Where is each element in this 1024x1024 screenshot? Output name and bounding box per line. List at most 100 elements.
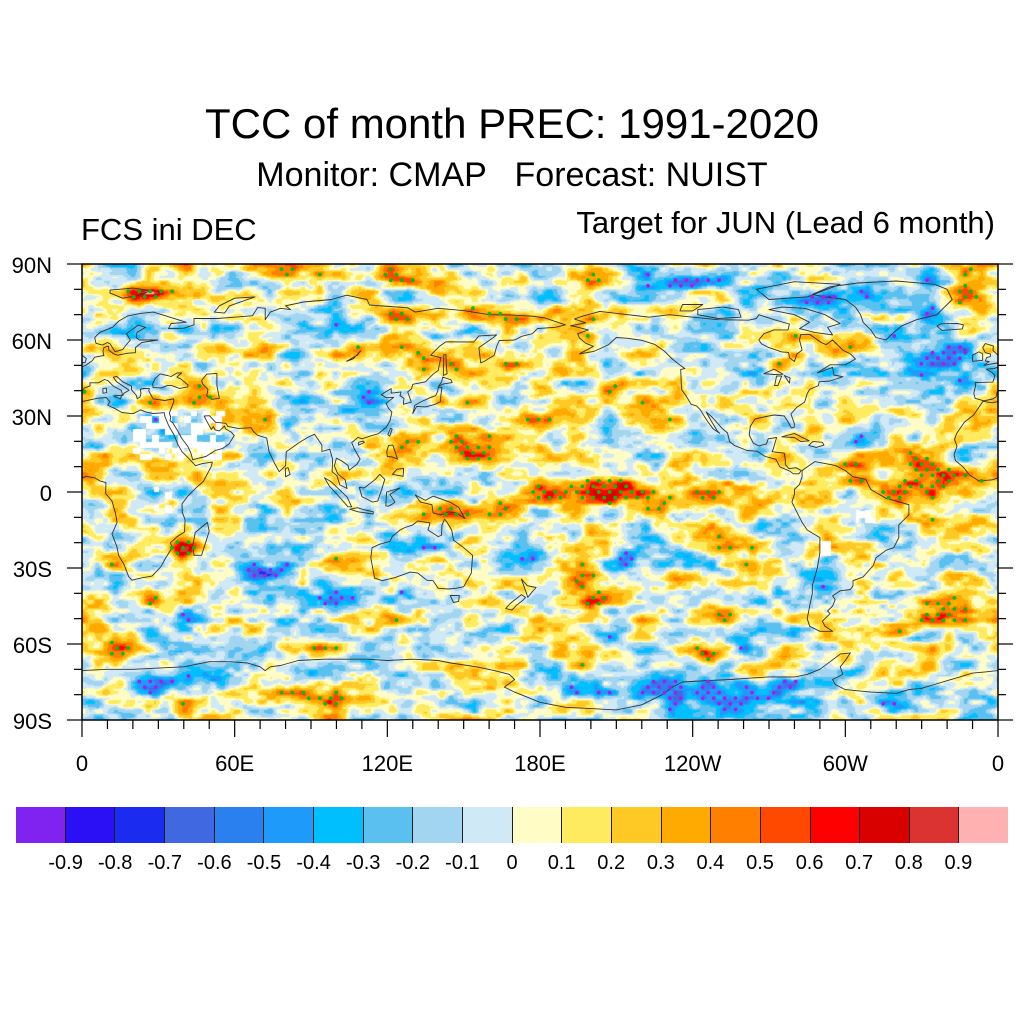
stipple-dot-positive (82, 389, 87, 394)
coastline-java (349, 507, 374, 515)
stipple-dot-positive (159, 289, 164, 294)
stipple-dot-positive (449, 506, 453, 511)
stipple-dot-positive (957, 289, 962, 294)
stipple-dot-positive (110, 651, 114, 656)
stipple-dot-negative (252, 573, 256, 578)
stipple-dot-negative (930, 306, 935, 310)
stipple-dot-positive (892, 490, 897, 494)
stipple-dot-positive (153, 295, 158, 299)
stipple-dot-positive (596, 479, 601, 483)
stipple-dot-negative (821, 584, 825, 589)
stipple-dot-positive (963, 295, 968, 299)
stipple-dot-positive (711, 651, 716, 656)
stipple-dot-negative (864, 295, 869, 299)
stipple-dot-positive (646, 495, 650, 500)
stipple-dot-positive (547, 495, 552, 500)
y-tick-label: 90S (12, 708, 52, 734)
coastline-novaya-zemlya (213, 296, 256, 314)
stipple-dot-positive (941, 484, 946, 489)
stipple-dot-negative (952, 350, 957, 355)
stipple-dot-positive (897, 629, 902, 634)
x-tick-label: 120W (663, 751, 722, 776)
stipple-dot-negative (668, 685, 672, 689)
colorbar (16, 807, 1009, 843)
stipple-dot-positive (514, 361, 519, 366)
stipple-dot-positive (323, 701, 328, 706)
x-tick-label: 60W (822, 751, 868, 776)
coastline-great-britain (982, 343, 998, 366)
stipple-dot-negative (646, 685, 650, 689)
stipple-dot-positive (405, 317, 410, 322)
stipple-dot-positive (607, 479, 612, 483)
stipple-dot-positive (717, 534, 721, 539)
stipple-dot-positive (919, 618, 924, 623)
stipple-dot-positive (930, 518, 935, 522)
stipple-dot-positive (290, 267, 295, 271)
stipple-dot-positive (192, 545, 196, 550)
stipple-dot-negative (793, 679, 798, 684)
coastline-borneo (358, 473, 386, 503)
coastline-taiwan (387, 427, 393, 437)
stipple-dot-positive (170, 545, 175, 550)
stipple-dot-positive (421, 356, 426, 361)
stipple-dot-positive (585, 479, 590, 483)
stipple-dot-negative (334, 322, 339, 327)
stipple-dot-negative (361, 395, 366, 400)
stipple-dot-positive (580, 573, 585, 578)
x-tick-label: 180E (514, 751, 566, 776)
right-string: Target for JUN (Lead 6 month) (576, 205, 995, 240)
stipple-dot-positive (930, 495, 935, 500)
stipple-dot-positive (711, 495, 716, 500)
stipple-dot-positive (843, 462, 847, 466)
stipple-dot-positive (613, 495, 618, 500)
stipple-dot-positive (328, 696, 333, 701)
stipple-dot-positive (618, 490, 623, 494)
chart-subtitle: Monitor: CMAP Forecast: NUIST (256, 156, 768, 194)
stipple-dot-negative (673, 690, 678, 695)
colorbar-box (164, 807, 215, 843)
stipple-dot-positive (575, 490, 579, 494)
stipple-dot-positive (859, 479, 864, 483)
stipple-dot-negative (925, 356, 929, 361)
colorbar-box (611, 807, 662, 843)
stipple-dot-negative (782, 679, 787, 684)
coastline-hokkaido (437, 376, 453, 388)
stipple-dot-positive (591, 272, 596, 277)
stipple-dot-negative (684, 278, 689, 283)
stipple-dot-negative (317, 596, 322, 600)
stipple-dot-negative (323, 601, 328, 606)
colorbar-box (363, 807, 414, 843)
stipple-dot-positive (952, 596, 957, 600)
coastline-great-britain (82, 354, 87, 364)
stipple-dot-positive (181, 545, 185, 550)
stipple-dot-positive (854, 462, 858, 466)
stipple-dot-positive (498, 512, 503, 517)
stipple-dot-positive (903, 479, 907, 483)
stipple-dot-negative (252, 562, 256, 567)
stipple-dot-negative (826, 300, 831, 305)
stipple-dot-negative (706, 690, 711, 695)
stipple-dot-negative (268, 568, 273, 572)
stipple-dot-negative (739, 701, 743, 706)
stipple-dot-negative (947, 356, 951, 361)
stipple-dot-negative (717, 278, 721, 283)
stipple-dot-negative (640, 690, 645, 695)
stipple-dot-positive (936, 479, 940, 483)
stipple-dot-positive (941, 473, 946, 478)
colorbar-box (313, 807, 364, 843)
stipple-dot-negative (755, 696, 760, 701)
stipple-dot-negative (186, 674, 191, 678)
stipple-dot-positive (914, 479, 918, 483)
coastline-north-america (570, 310, 856, 475)
stipple-dot-positive (897, 484, 902, 489)
stipple-dot-positive (848, 345, 853, 349)
stipple-dot-negative (678, 696, 683, 701)
stipple-dot-positive (585, 334, 590, 338)
stipple-dot-negative (624, 551, 628, 556)
stipple-dot-negative (673, 278, 678, 283)
stipple-dot-positive (947, 612, 951, 617)
stipple-dot-positive (126, 289, 131, 294)
stipple-dot-negative (285, 562, 289, 567)
stipple-dot-negative (706, 679, 711, 684)
stipple-dot-negative (947, 345, 951, 349)
